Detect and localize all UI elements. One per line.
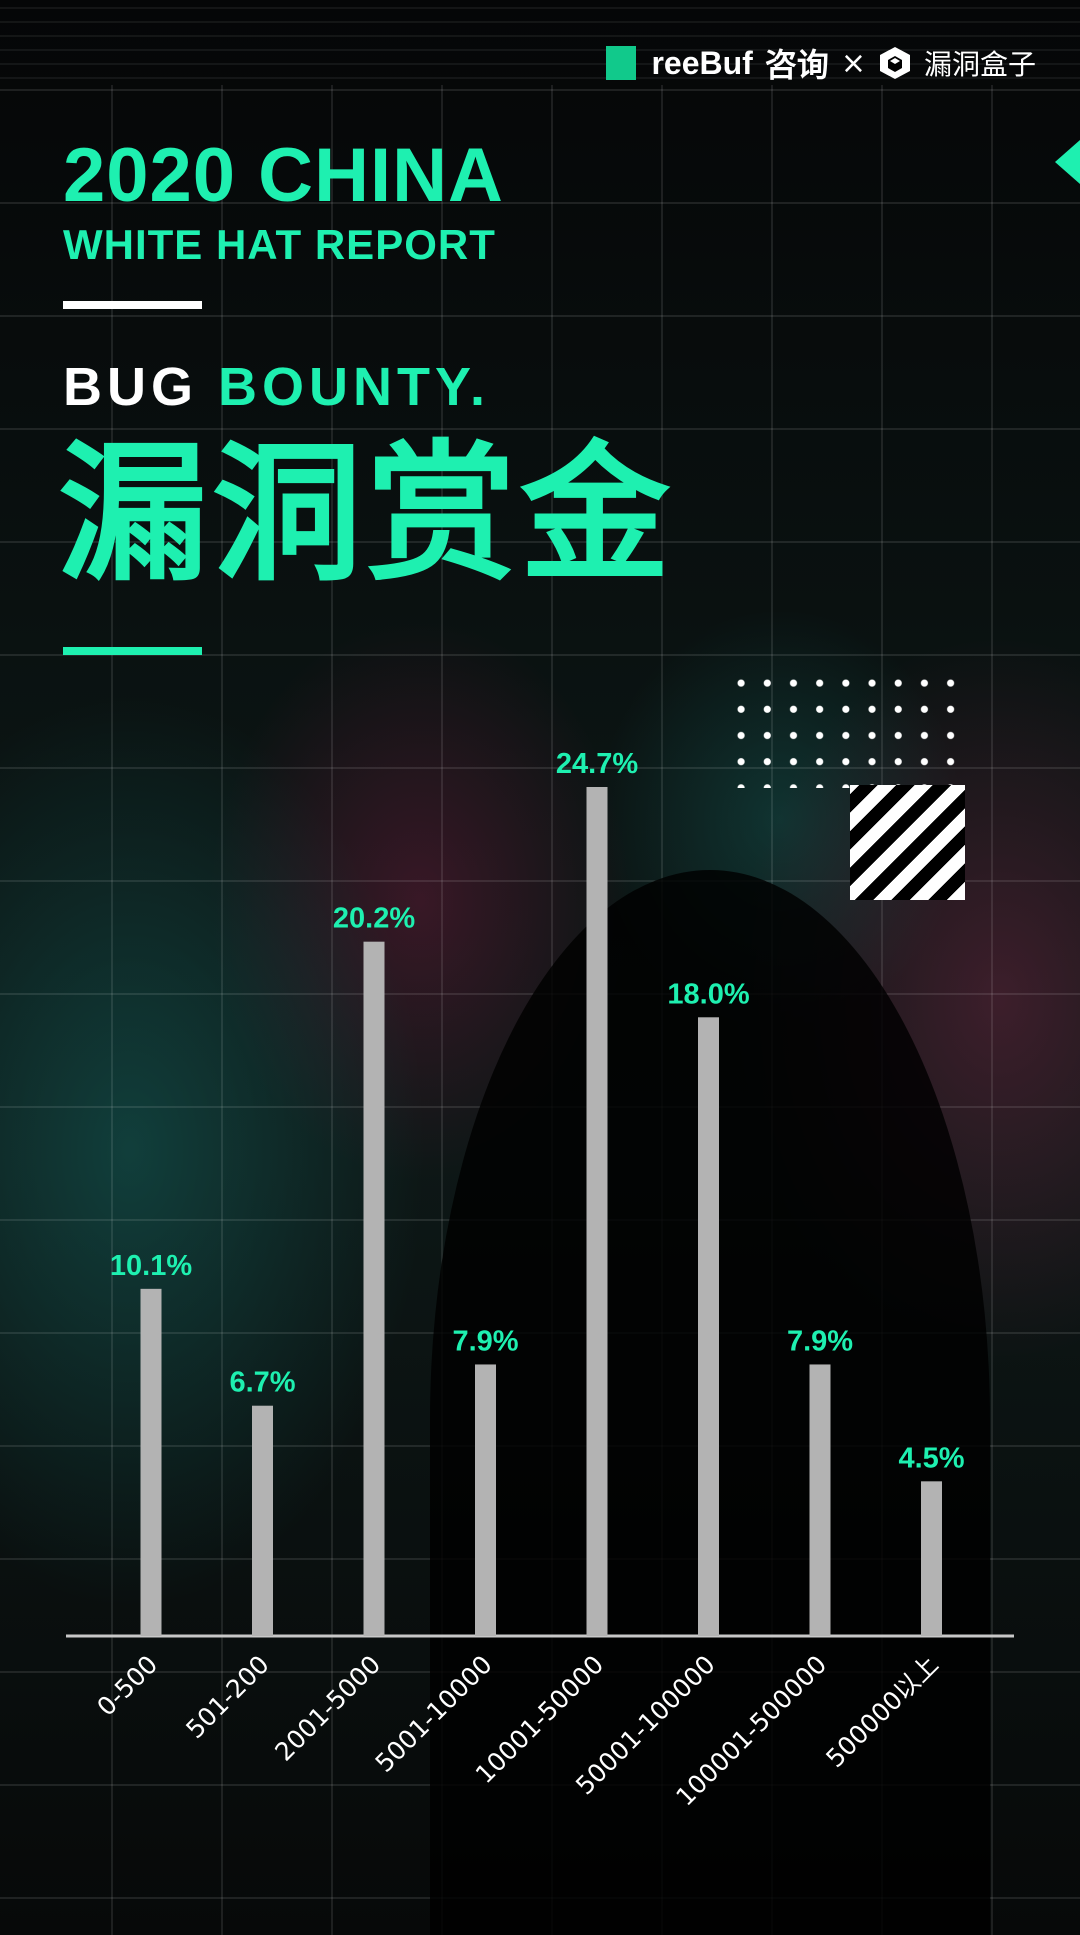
bar-8: [921, 1481, 942, 1636]
freebuf-brand: reeBuf: [651, 44, 753, 81]
category-label-3: 2001-5000: [269, 1650, 386, 1767]
report-subtitle: WHITE HAT REPORT: [63, 221, 496, 268]
value-label-8: 4.5%: [898, 1442, 964, 1474]
bar-3: [363, 941, 385, 1636]
value-label-4: 7.9%: [452, 1325, 518, 1357]
value-label-2: 6.7%: [229, 1367, 295, 1399]
collab-x: ×: [840, 45, 866, 81]
chinese-title: 漏洞赏金: [58, 428, 675, 602]
brand-header: reeBuf 咨询 × 漏洞盒子: [606, 40, 1036, 86]
bounty-word: BOUNTY.: [218, 357, 491, 417]
report-year-title: 2020 CHINA: [63, 133, 504, 218]
category-label-8: 500000以上: [820, 1650, 943, 1773]
dot-pattern-decoration: [728, 670, 964, 788]
bar-6: [698, 1017, 719, 1636]
bar-2: [252, 1405, 273, 1636]
bug-bounty-heading: BUG BOUNTY.: [63, 360, 490, 414]
value-label-7: 7.9%: [787, 1325, 853, 1357]
value-label-3: 20.2%: [333, 903, 415, 935]
bar-5: [586, 787, 608, 1636]
value-label-5: 24.7%: [556, 748, 638, 780]
freebuf-logo-icon: [606, 46, 637, 80]
category-label-2: 501-200: [180, 1650, 274, 1744]
freebuf-suffix: 咨询: [764, 47, 829, 83]
category-label-1: 0-500: [91, 1650, 163, 1722]
cube-logo-icon: [879, 47, 910, 79]
bar-7: [809, 1364, 831, 1636]
bar-1: [140, 1288, 162, 1636]
green-divider: [63, 647, 202, 655]
value-label-1: 10.1%: [110, 1250, 192, 1282]
value-label-6: 18.0%: [667, 978, 749, 1010]
loudonghezi-brand: 漏洞盒子: [923, 48, 1036, 81]
bug-word: BUG: [63, 357, 218, 417]
stripe-pattern-decoration: [850, 785, 965, 900]
triangle-marker-icon: [1055, 140, 1080, 184]
white-divider: [63, 301, 202, 309]
bar-4: [475, 1364, 496, 1636]
